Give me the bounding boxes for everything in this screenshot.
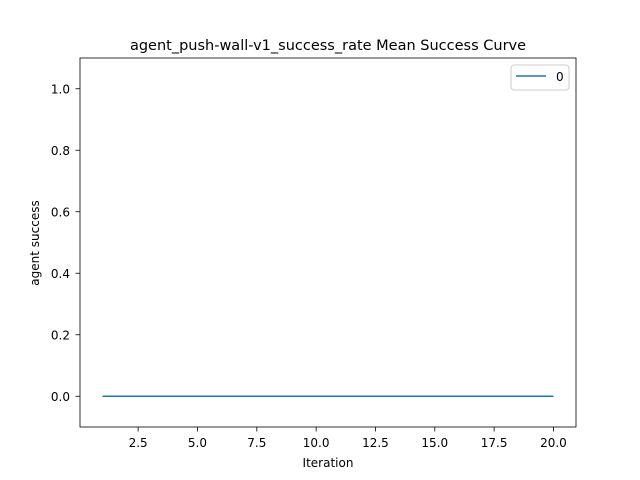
x-tick-label: 5.0 — [188, 436, 207, 450]
x-tick-label: 7.5 — [247, 436, 266, 450]
y-tick-label: 0.4 — [51, 267, 70, 281]
y-axis-label: agent success — [28, 200, 42, 285]
x-tick-label: 12.5 — [362, 436, 389, 450]
x-tick-label: 17.5 — [481, 436, 508, 450]
x-tick-label: 20.0 — [540, 436, 567, 450]
legend-box — [510, 64, 570, 91]
y-tick-label: 0.6 — [51, 205, 70, 219]
x-axis-label: Iteration — [303, 456, 354, 470]
chart-title: agent_push-wall-v1_success_rate Mean Suc… — [130, 38, 526, 54]
y-tick-label: 0.0 — [51, 390, 70, 404]
legend-label: 0 — [556, 70, 564, 84]
legend: 0 — [510, 64, 570, 91]
x-tick-label: 15.0 — [421, 436, 448, 450]
x-tick-label: 10.0 — [303, 436, 330, 450]
ticks-layer: 2.5 5.0 7.5 10.0 12.5 15.0 17.5 20.0 0.0 0.2 0.4 0.… — [51, 82, 567, 450]
y-tick-label: 1.0 — [51, 82, 70, 96]
y-tick-label: 0.2 — [51, 328, 70, 342]
y-tick-label: 0.8 — [51, 144, 70, 158]
plot-area — [80, 58, 576, 427]
x-tick-label: 2.5 — [129, 436, 148, 450]
axes-frame — [79, 57, 577, 428]
